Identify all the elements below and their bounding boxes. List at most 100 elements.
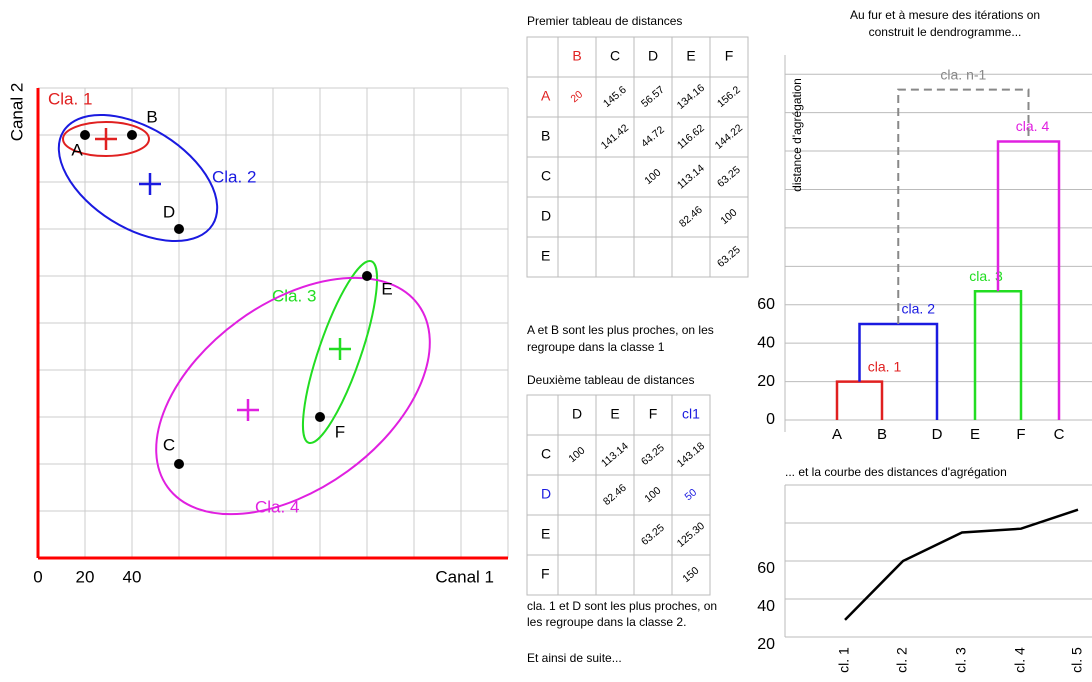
table-cell: 50 [683, 486, 700, 503]
point-label: F [335, 422, 345, 441]
cluster-label: Cla. 3 [272, 286, 316, 305]
table-cell: 113.14 [599, 440, 631, 469]
table-cell: 63.25 [639, 442, 667, 468]
cluster-label: Cla. 4 [255, 497, 299, 516]
x-tick-label: 0 [33, 567, 42, 586]
y-tick-label: 60 [757, 560, 775, 577]
table-cell: 56.57 [639, 84, 667, 110]
point-label: D [163, 202, 175, 221]
table-cell: 145.6 [601, 84, 629, 110]
centroid-cross [329, 338, 351, 360]
merge-label: cla. 3 [969, 268, 1003, 284]
column-header: D [572, 406, 582, 422]
cluster-label: Cla. 1 [48, 89, 92, 108]
table-cell: 144.22 [713, 122, 745, 152]
column-header: cl1 [682, 406, 700, 422]
table-cell: 113.14 [675, 162, 707, 191]
table-caption: Premier tableau de distances [527, 14, 682, 28]
row-header: C [541, 168, 551, 184]
point-label: E [381, 279, 392, 298]
dendrogram-link [897, 88, 1030, 324]
dendrogram-link [996, 140, 1061, 420]
centroid-cross [237, 399, 259, 421]
data-point [315, 412, 325, 422]
table-frame [526, 394, 711, 596]
note: A et B sont les plus proches, on les [527, 323, 714, 337]
cluster-ellipse [155, 276, 431, 516]
leaf-label: D [932, 426, 943, 443]
y-tick-label: 20 [757, 636, 775, 653]
column-header: C [610, 48, 620, 64]
note: regroupe dans la classe 1 [527, 340, 665, 354]
y-tick-label: 40 [757, 598, 775, 615]
table-cell: 63.25 [715, 164, 743, 190]
table-cell: 125.30 [675, 520, 707, 550]
table-cell: 20 [569, 88, 586, 105]
column-header: D [648, 48, 658, 64]
cluster-ellipse [62, 121, 150, 157]
dendrogram-link [835, 380, 884, 420]
table-cell: 63.25 [639, 522, 667, 548]
centroid-cross [139, 173, 161, 195]
y-tick-label: 40 [757, 334, 775, 351]
x-tick-label: cl. 1 [836, 647, 852, 673]
data-point [80, 130, 90, 140]
x-tick-label: cl. 3 [953, 647, 969, 673]
merge-label: cla. n-1 [940, 66, 986, 82]
table-cell: 100 [642, 167, 663, 188]
dendrogram-link [973, 290, 1023, 420]
row-header: F [541, 566, 550, 582]
cluster-ellipse [57, 113, 219, 243]
row-header: D [541, 208, 551, 224]
x-tick-label: 20 [76, 567, 95, 586]
cluster-label: Cla. 2 [212, 167, 256, 186]
column-header: B [572, 48, 581, 64]
point-label: C [163, 435, 175, 454]
column-header: F [649, 406, 658, 422]
column-header: E [610, 406, 619, 422]
leaf-label: F [1016, 426, 1025, 443]
merge-label: cla. 2 [902, 301, 936, 317]
point-label: B [146, 107, 157, 126]
row-header: E [541, 526, 550, 542]
table-cell: 100 [566, 445, 587, 466]
x-tick-label: cl. 4 [1012, 647, 1028, 673]
y-tick-label: 60 [757, 296, 775, 313]
y-tick-label: 0 [766, 411, 775, 428]
merge-label: cla. 1 [868, 358, 902, 374]
cluster-ellipse [301, 259, 379, 445]
data-point [174, 224, 184, 234]
curve-line [844, 508, 1079, 621]
row-header: B [541, 128, 550, 144]
table-cell: 82.46 [677, 204, 705, 230]
note: Et ainsi de suite... [527, 651, 622, 665]
column-header: F [725, 48, 734, 64]
row-header: D [541, 486, 551, 502]
table-cell: 143.18 [675, 440, 707, 470]
dendrogram-title: Au fur et à mesure des itérations on [850, 8, 1040, 22]
merge-label: cla. 4 [1016, 118, 1050, 134]
y-tick-label: 20 [757, 373, 775, 390]
table-cell: 100 [718, 207, 739, 228]
row-header: A [541, 88, 551, 104]
leaf-label: E [970, 426, 980, 443]
table-cell: 116.62 [675, 122, 707, 151]
y-axis-label: distance d'agrégation [790, 78, 804, 192]
data-point [174, 459, 184, 469]
x-tick-label: cl. 5 [1069, 647, 1085, 673]
table-cell: 82.46 [601, 482, 629, 508]
table-cell: 141.42 [599, 122, 631, 152]
row-header: E [541, 248, 550, 264]
table-cell: 134.16 [675, 82, 707, 112]
table-cell: 63.25 [715, 244, 743, 270]
chart-title: ... et la courbe des distances d'agrégat… [785, 465, 1007, 479]
leaf-label: C [1054, 426, 1065, 443]
dendrogram-title: construit le dendrogramme... [869, 25, 1022, 39]
table-cell: 44.72 [639, 124, 667, 150]
table-cell: 100 [642, 485, 663, 506]
x-axis-label: Canal 1 [435, 567, 494, 586]
leaf-label: B [877, 426, 887, 443]
note: les regroupe dans la classe 2. [527, 615, 686, 629]
row-header: C [541, 446, 551, 462]
